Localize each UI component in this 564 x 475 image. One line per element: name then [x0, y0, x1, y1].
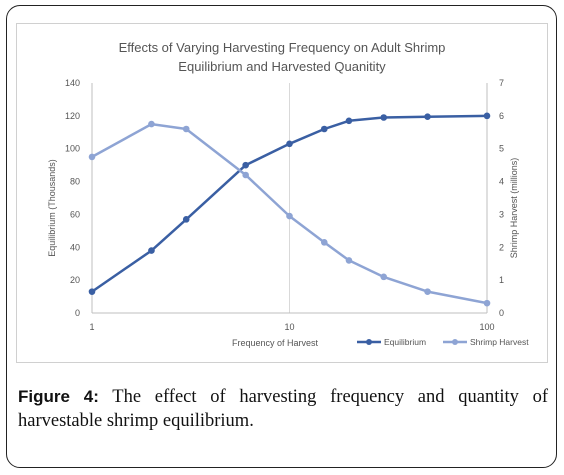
- series-1-point: [242, 161, 249, 169]
- chart-title-line-1: Effects of Varying Harvesting Frequency …: [119, 40, 446, 55]
- series-1-point: [380, 114, 388, 121]
- y-left-tick-label: 80: [70, 177, 80, 187]
- x-tick-label: 1: [89, 322, 94, 332]
- series-group: [88, 112, 491, 307]
- y-left-tick-label: 120: [65, 111, 80, 121]
- series-2-point: [424, 288, 431, 295]
- legend: Equilibrium Shrimp Harvest: [357, 337, 529, 347]
- series-2-point: [345, 257, 353, 264]
- y-left-tick-label: 40: [70, 242, 80, 252]
- series-1-point: [182, 216, 190, 223]
- series-2-point: [148, 120, 155, 128]
- series-1-point: [345, 117, 353, 125]
- series-2-point: [182, 125, 190, 133]
- series-2-point: [320, 239, 328, 246]
- y-right-tick-label: 6: [499, 111, 504, 121]
- y-left-tick-label: 0: [75, 308, 80, 318]
- series-1-point: [424, 113, 431, 120]
- legend-label: Shrimp Harvest: [470, 337, 529, 347]
- series-1-point: [483, 112, 491, 120]
- series-2-point: [483, 299, 491, 307]
- x-tick-label: 10: [284, 322, 294, 332]
- y-right-tick-label: 5: [499, 144, 504, 154]
- series-line-2: [91, 122, 488, 305]
- series-2-point: [286, 212, 293, 220]
- y-right-tick-label: 2: [499, 242, 504, 252]
- series-1-point: [320, 125, 328, 133]
- y-left-tick-label: 20: [70, 275, 80, 285]
- y-axis-right-label: Shrimp Harvest (millions): [509, 158, 519, 259]
- y-right-tick-label: 3: [499, 209, 504, 219]
- series-line-1: [91, 114, 488, 293]
- y-left-tick-label: 100: [65, 144, 80, 154]
- y-axis-left-label: Equilibrium (Thousands): [47, 159, 57, 257]
- legend-swatch-marker: [366, 339, 372, 345]
- series-2-point: [88, 153, 96, 161]
- chart-title-line-2: Equilibrium and Harvested Quanitity: [178, 59, 386, 74]
- y-left-tick-label: 60: [70, 209, 80, 219]
- y-right-tick-label: 7: [499, 78, 504, 88]
- series-1-point: [88, 288, 96, 295]
- x-tick-label: 100: [479, 322, 494, 332]
- series-1-point: [286, 140, 293, 148]
- legend-label: Equilibrium: [384, 337, 426, 347]
- caption-label: Figure 4:: [18, 387, 99, 406]
- y-right-tick-label: 4: [499, 177, 504, 187]
- chart-container: Effects of Varying Harvesting Frequency …: [16, 23, 548, 363]
- line-chart: Effects of Varying Harvesting Frequency …: [47, 40, 529, 348]
- y-left-tick-label: 140: [65, 78, 80, 88]
- axes: [91, 83, 488, 314]
- figure-caption: Figure 4: The effect of harvesting frequ…: [18, 385, 548, 433]
- series-2-point: [242, 171, 249, 179]
- caption-text: The effect of harvesting frequency and q…: [18, 387, 548, 431]
- y-right-tick-label: 0: [499, 308, 504, 318]
- x-axis-label: Frequency of Harvest: [232, 338, 319, 348]
- legend-swatch-marker: [452, 339, 458, 345]
- series-2-point: [380, 273, 388, 281]
- y-right-tick-label: 1: [499, 275, 504, 285]
- series-1-point: [148, 247, 155, 254]
